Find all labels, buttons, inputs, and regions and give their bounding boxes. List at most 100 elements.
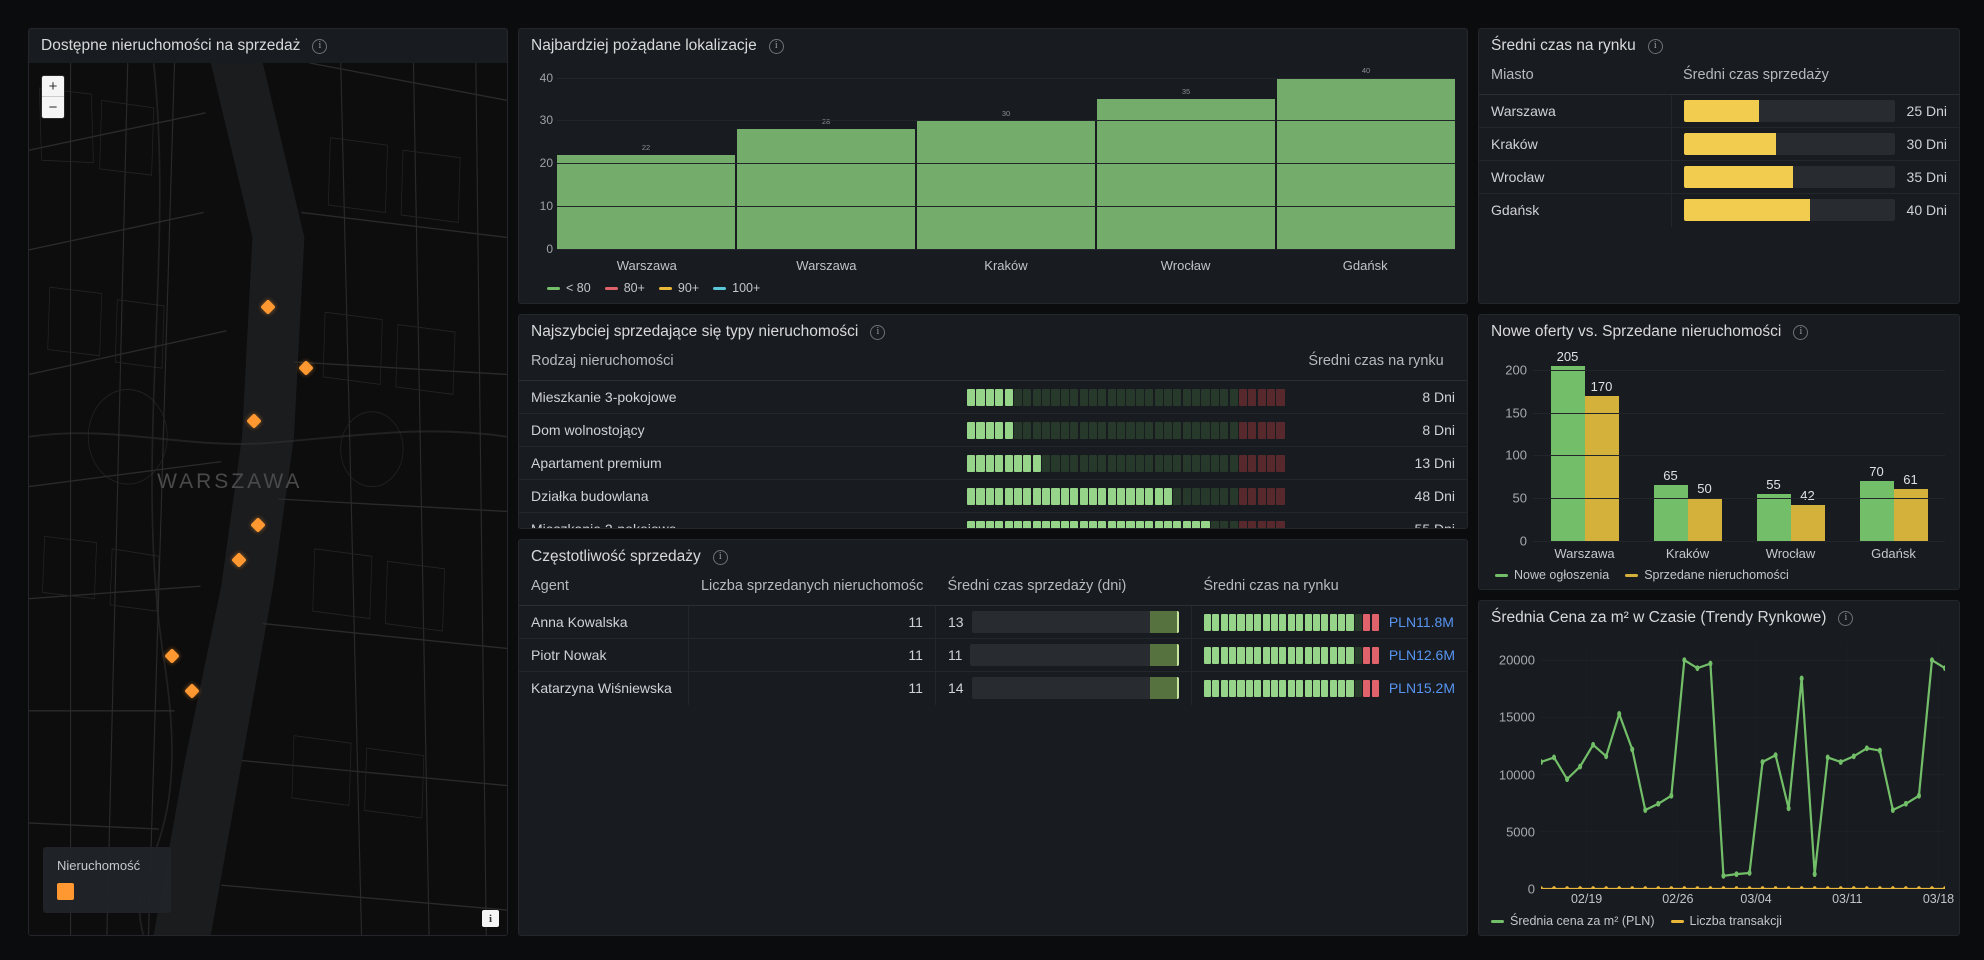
series-point[interactable] <box>1825 754 1830 761</box>
series-point[interactable] <box>1552 754 1557 761</box>
gauge-segment <box>1346 613 1354 631</box>
series-point[interactable] <box>1708 660 1713 667</box>
col-header-avg-time-market[interactable]: Średni czas na rynku <box>1203 578 1339 594</box>
table-row[interactable]: Katarzyna Wiśniewska 11 14 PLN15.2M <box>519 671 1467 705</box>
bar[interactable] <box>737 129 915 249</box>
map-body[interactable]: WARSZAWA + − Nieruchomość i <box>29 63 507 935</box>
col-header-sold-count[interactable]: Liczba sprzedanych nieruchomośc <box>700 578 924 594</box>
series-point[interactable] <box>1812 871 1817 878</box>
series-point[interactable] <box>1591 741 1596 748</box>
series-point[interactable] <box>1747 870 1752 876</box>
series-point[interactable] <box>1643 807 1648 813</box>
series-point[interactable] <box>1734 871 1739 878</box>
series-point[interactable] <box>1721 872 1726 879</box>
table-row[interactable]: Mieszkanie 3-pokojowe 8 Dni <box>519 380 1467 414</box>
legend-item[interactable]: Średnia cena za m² (PLN) <box>1491 914 1655 928</box>
bar[interactable]: 170 <box>1584 379 1619 541</box>
col-header-avg-sale-days[interactable]: Średni czas sprzedaży (dni) <box>947 578 1127 594</box>
info-icon[interactable]: i <box>1647 38 1663 54</box>
col-header-city[interactable]: Miasto <box>1491 67 1534 83</box>
series-point[interactable] <box>1916 792 1921 799</box>
map-zoom-controls[interactable]: + − <box>41 75 65 119</box>
barchart-legend[interactable]: < 80 80+ 90+ 100+ <box>531 277 1455 299</box>
bar[interactable] <box>1097 99 1275 249</box>
series-point[interactable] <box>1864 745 1869 752</box>
series-point[interactable] <box>1760 759 1765 765</box>
table-row[interactable]: Apartament premium 13 Dni <box>519 446 1467 480</box>
series-point[interactable] <box>1838 759 1843 765</box>
series-point[interactable] <box>1565 776 1570 783</box>
series-point[interactable] <box>1538 759 1544 765</box>
info-icon[interactable]: i <box>870 324 886 340</box>
gauge-track <box>971 611 1179 633</box>
series-point[interactable] <box>1604 753 1609 760</box>
bar-slot[interactable]: 35 <box>1097 69 1275 249</box>
timeseries-legend[interactable]: Średnia cena za m² (PLN) Liczba transakcj… <box>1487 911 1945 931</box>
legend-item[interactable]: 80+ <box>604 281 645 295</box>
legend-item[interactable]: Nowe ogłoszenia <box>1495 568 1609 582</box>
bar[interactable]: 55 <box>1756 477 1791 541</box>
table-row[interactable]: Kraków 30 Dni <box>1479 127 1959 161</box>
bar[interactable] <box>917 120 1095 249</box>
col-header-avg-time[interactable]: Średni czas na rynku <box>1308 353 1444 369</box>
bar-slot[interactable]: 30 <box>917 69 1095 249</box>
series-point[interactable] <box>1929 657 1934 664</box>
table-row[interactable]: Piotr Nowak 11 11 PLN12.6M <box>519 638 1467 672</box>
col-header-property-type[interactable]: Rodzaj nieruchomości <box>531 353 674 369</box>
series-point[interactable] <box>1682 657 1687 664</box>
gauge-segment <box>1117 454 1126 472</box>
table-row[interactable]: Wrocław 35 Dni <box>1479 160 1959 194</box>
col-header-avg-sale-time[interactable]: Średni czas sprzedaży <box>1683 67 1829 83</box>
series-point[interactable] <box>1890 807 1895 813</box>
map-zoom-in-button[interactable]: + <box>42 76 64 97</box>
series-point[interactable] <box>1799 675 1804 682</box>
legend-item[interactable]: < 80 <box>547 281 591 295</box>
series-point[interactable] <box>1877 747 1882 754</box>
table-row[interactable]: Mieszkanie 2-pokojowe 55 Dni <box>519 512 1467 528</box>
table-row[interactable]: Anna Kowalska 11 13 PLN11.8M <box>519 605 1467 639</box>
series-point[interactable] <box>1578 763 1583 770</box>
info-icon[interactable]: i <box>1838 610 1854 626</box>
map-attribution-icon[interactable]: i <box>482 910 499 927</box>
series-point[interactable] <box>1656 800 1661 807</box>
gauge-segment <box>1210 520 1219 528</box>
series-point[interactable] <box>1695 665 1700 672</box>
grouped-legend[interactable]: Nowe ogłoszenia Sprzedane nieruchomości <box>1489 565 1945 585</box>
col-header-retro-gauge[interactable] <box>955 349 1296 381</box>
table-row[interactable]: Dom wolnostojący 8 Dni <box>519 413 1467 447</box>
map-canvas[interactable]: WARSZAWA <box>29 63 507 935</box>
bar-slot[interactable]: 22 <box>557 69 735 249</box>
gauge-segment <box>1220 679 1228 697</box>
legend-item[interactable]: 90+ <box>658 281 699 295</box>
bar[interactable]: 205 <box>1550 349 1585 541</box>
legend-item[interactable]: Liczba transakcji <box>1670 914 1782 928</box>
series-point[interactable] <box>1617 711 1622 717</box>
map-zoom-out-button[interactable]: − <box>42 97 64 118</box>
series-point[interactable] <box>1669 792 1674 799</box>
table-row[interactable]: Warszawa 25 Dni <box>1479 94 1959 128</box>
col-header-agent[interactable]: Agent <box>531 578 569 594</box>
bar[interactable]: 42 <box>1790 488 1825 541</box>
info-icon[interactable]: i <box>768 38 784 54</box>
info-icon[interactable]: i <box>712 549 728 565</box>
series-point[interactable] <box>1903 800 1908 807</box>
bar-slot[interactable]: 40 <box>1277 66 1455 249</box>
bar[interactable] <box>557 154 735 249</box>
table-row[interactable]: Działka budowlana 48 Dni <box>519 479 1467 513</box>
bar-slot[interactable]: 28 <box>737 69 915 249</box>
bar[interactable]: 61 <box>1893 472 1928 541</box>
bar[interactable]: 50 <box>1687 481 1722 541</box>
series-point[interactable] <box>1773 752 1778 759</box>
table-row[interactable]: Gdańsk 40 Dni <box>1479 193 1959 227</box>
series-point[interactable] <box>1630 746 1635 753</box>
series-point[interactable] <box>1851 753 1856 760</box>
series-point[interactable] <box>1786 805 1791 812</box>
info-icon[interactable]: i <box>312 38 328 54</box>
barchart-x-axis: Warszawa Warszawa Kraków Wrocław Gdańsk <box>531 249 1455 277</box>
info-icon[interactable]: i <box>1793 324 1809 340</box>
bar[interactable]: 65 <box>1653 468 1688 541</box>
bar[interactable]: 70 <box>1859 464 1894 541</box>
gauge-segment <box>1267 520 1276 528</box>
legend-item[interactable]: 100+ <box>713 281 760 295</box>
legend-item[interactable]: Sprzedane nieruchomości <box>1625 568 1789 582</box>
